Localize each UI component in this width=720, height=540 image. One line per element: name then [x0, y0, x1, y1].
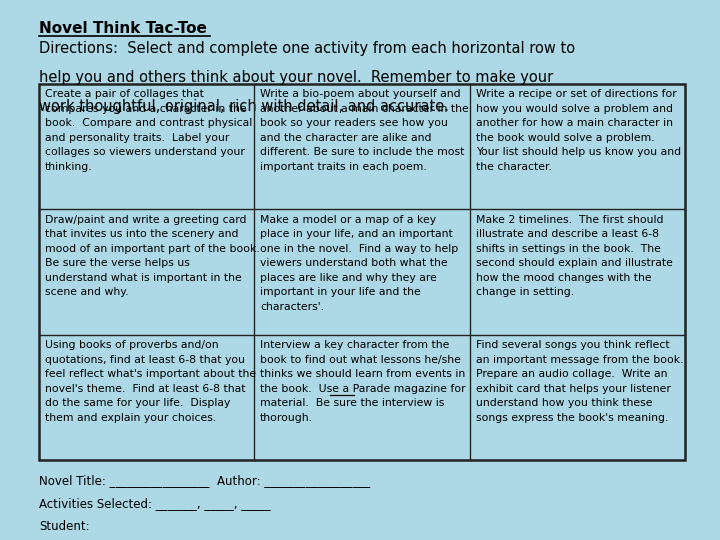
- Text: book.  Compare and contrast physical: book. Compare and contrast physical: [45, 118, 252, 129]
- Text: material.  Be sure the interview is: material. Be sure the interview is: [260, 399, 444, 408]
- Text: Write a recipe or set of directions for: Write a recipe or set of directions for: [476, 89, 676, 99]
- Text: the book would solve a problem.: the book would solve a problem.: [476, 133, 654, 143]
- Bar: [39, 84, 685, 460]
- Text: Novel Title: _________________  Author: __________________: Novel Title: _________________ Author: _…: [39, 474, 370, 487]
- Text: and the character are alike and: and the character are alike and: [260, 133, 432, 143]
- Text: and personality traits.  Label your: and personality traits. Label your: [45, 133, 229, 143]
- Text: how you would solve a problem and: how you would solve a problem and: [476, 104, 672, 114]
- Text: collages so viewers understand your: collages so viewers understand your: [45, 147, 245, 158]
- Text: how the mood changes with the: how the mood changes with the: [476, 273, 652, 283]
- Text: Make 2 timelines.  The first should: Make 2 timelines. The first should: [476, 214, 663, 225]
- Text: Directions:  Select and complete one activity from each horizontal row to: Directions: Select and complete one acti…: [39, 41, 575, 56]
- Text: different. Be sure to include the most: different. Be sure to include the most: [260, 147, 464, 158]
- Text: help you and others think about your novel.  Remember to make your: help you and others think about your nov…: [39, 70, 553, 85]
- Text: work thoughtful, original, rich with detail, and accurate.: work thoughtful, original, rich with det…: [39, 99, 449, 114]
- Text: place in your life, and an important: place in your life, and an important: [260, 229, 453, 239]
- Text: do the same for your life.  Display: do the same for your life. Display: [45, 399, 230, 408]
- Text: Write a bio-poem about yourself and: Write a bio-poem about yourself and: [260, 89, 461, 99]
- Text: another for how a main character in: another for how a main character in: [476, 118, 672, 129]
- Text: Your list should help us know you and: Your list should help us know you and: [476, 147, 681, 158]
- Text: Interview a key character from the: Interview a key character from the: [260, 340, 449, 350]
- Text: Using books of proverbs and/on: Using books of proverbs and/on: [45, 340, 218, 350]
- Text: book to find out what lessons he/she: book to find out what lessons he/she: [260, 355, 461, 365]
- Text: compares you and a character in the: compares you and a character in the: [45, 104, 246, 114]
- Text: thorough.: thorough.: [260, 413, 313, 423]
- Text: Be sure the verse helps us: Be sure the verse helps us: [45, 258, 189, 268]
- Text: feel reflect what's important about the: feel reflect what's important about the: [45, 369, 256, 379]
- Text: important traits in each poem.: important traits in each poem.: [260, 162, 427, 172]
- Text: an important message from the book.: an important message from the book.: [476, 355, 683, 365]
- Text: important in your life and the: important in your life and the: [260, 287, 421, 298]
- Text: exhibit card that helps your listener: exhibit card that helps your listener: [476, 384, 670, 394]
- Text: quotations, find at least 6-8 that you: quotations, find at least 6-8 that you: [45, 355, 245, 365]
- Text: that invites us into the scenery and: that invites us into the scenery and: [45, 229, 238, 239]
- Text: Student:: Student:: [39, 520, 89, 533]
- Text: understand what is important in the: understand what is important in the: [45, 273, 241, 283]
- Text: places are like and why they are: places are like and why they are: [260, 273, 437, 283]
- Text: illustrate and describe a least 6-8: illustrate and describe a least 6-8: [476, 229, 659, 239]
- Text: shifts in settings in the book.  The: shifts in settings in the book. The: [476, 244, 660, 254]
- Text: book so your readers see how you: book so your readers see how you: [260, 118, 448, 129]
- Text: novel's theme.  Find at least 6-8 that: novel's theme. Find at least 6-8 that: [45, 384, 245, 394]
- Text: them and explain your choices.: them and explain your choices.: [45, 413, 216, 423]
- Text: viewers understand both what the: viewers understand both what the: [260, 258, 448, 268]
- Text: Draw/paint and write a greeting card: Draw/paint and write a greeting card: [45, 214, 246, 225]
- Text: Activities Selected: _______, _____, _____: Activities Selected: _______, _____, ___…: [39, 497, 271, 510]
- Text: Make a model or a map of a key: Make a model or a map of a key: [260, 214, 436, 225]
- Text: second should explain and illustrate: second should explain and illustrate: [476, 258, 672, 268]
- Text: thinking.: thinking.: [45, 162, 92, 172]
- Text: Find several songs you think reflect: Find several songs you think reflect: [476, 340, 670, 350]
- Text: Prepare an audio collage.  Write an: Prepare an audio collage. Write an: [476, 369, 667, 379]
- Text: one in the novel.  Find a way to help: one in the novel. Find a way to help: [260, 244, 459, 254]
- Text: another about a main character in the: another about a main character in the: [260, 104, 469, 114]
- Text: songs express the book's meaning.: songs express the book's meaning.: [476, 413, 668, 423]
- Text: Create a pair of collages that: Create a pair of collages that: [45, 89, 204, 99]
- Text: mood of an important part of the book.: mood of an important part of the book.: [45, 244, 259, 254]
- Text: Novel Think Tac-Toe: Novel Think Tac-Toe: [39, 21, 207, 36]
- Text: thinks we should learn from events in: thinks we should learn from events in: [260, 369, 465, 379]
- Text: characters'.: characters'.: [260, 302, 324, 312]
- Text: change in setting.: change in setting.: [476, 287, 574, 298]
- Text: the character.: the character.: [476, 162, 552, 172]
- Text: the book.  Use a Parade magazine for: the book. Use a Parade magazine for: [260, 384, 466, 394]
- Text: scene and why.: scene and why.: [45, 287, 128, 298]
- Text: understand how you think these: understand how you think these: [476, 399, 652, 408]
